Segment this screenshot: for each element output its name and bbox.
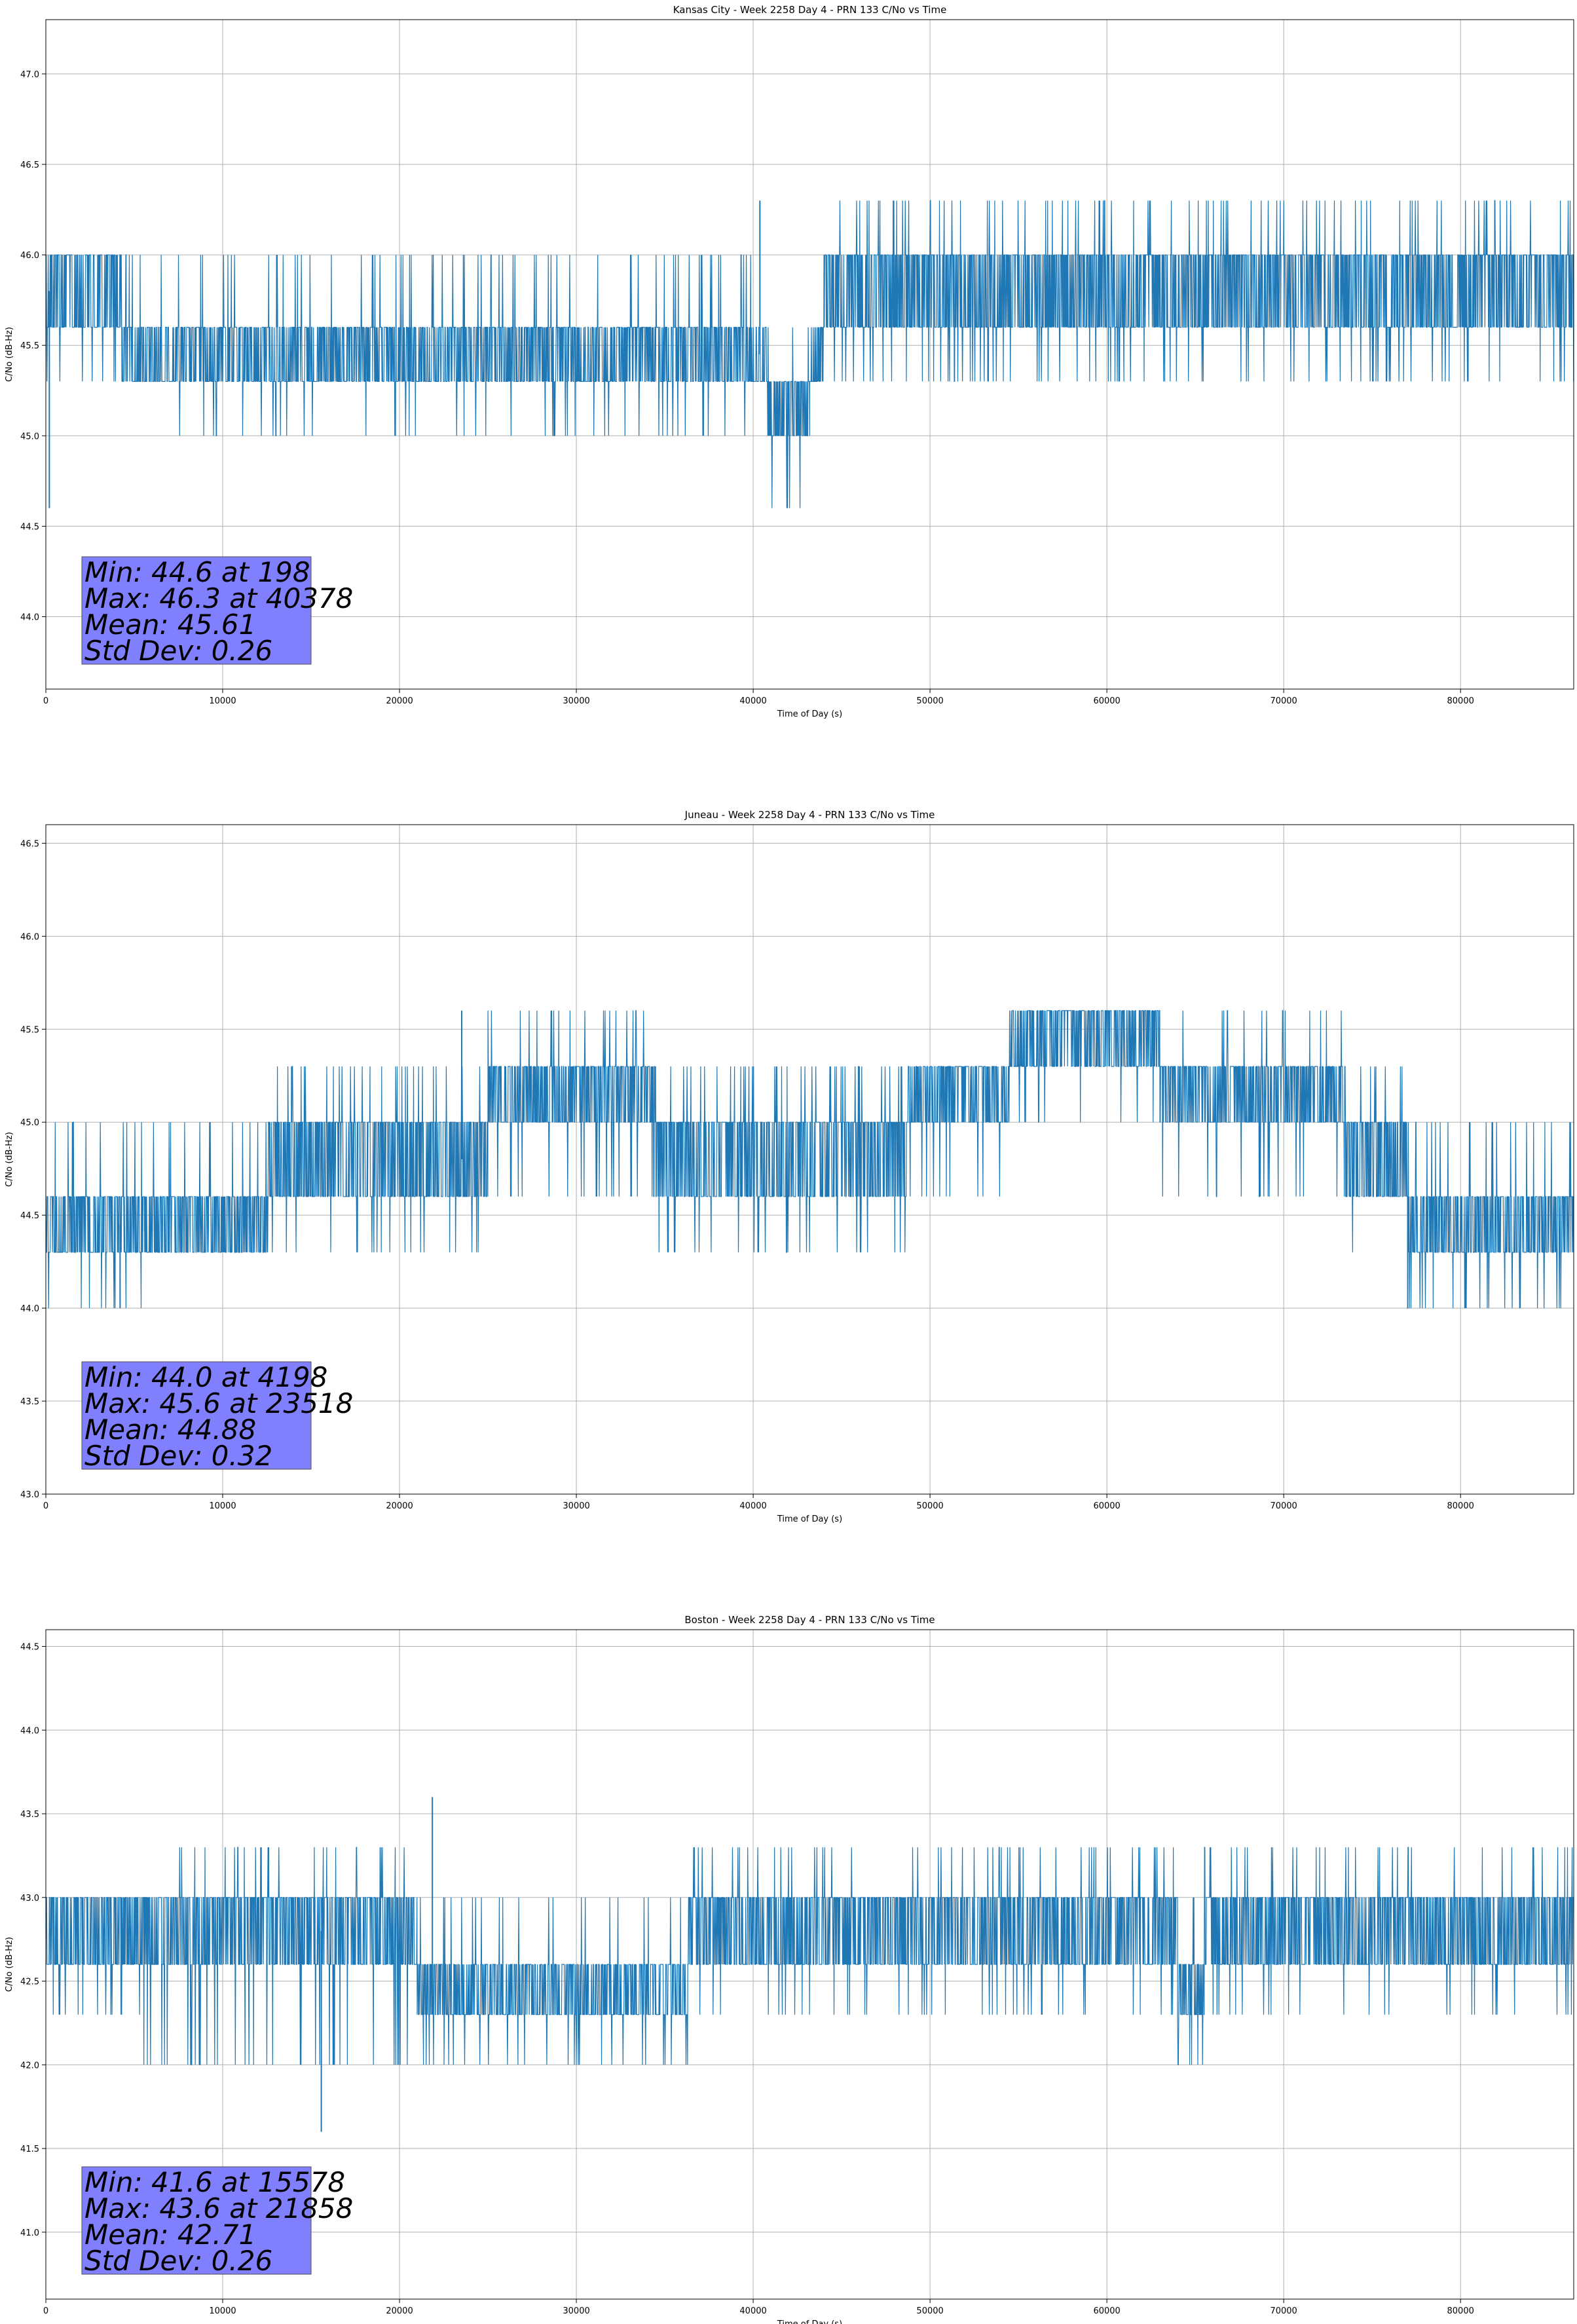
x-tick-label: 0	[43, 1501, 48, 1511]
y-tick-label: 46.0	[20, 251, 39, 261]
x-tick-label: 30000	[563, 2306, 589, 2316]
y-axis: 41.0 41.5 42.0 42.5 43.0 43.5 44.0 44.5	[20, 1643, 46, 2238]
x-tick-label: 0	[43, 2306, 48, 2316]
stats-box-background	[81, 2166, 312, 2275]
y-axis-label: C/No (dB-Hz)	[5, 1937, 14, 1992]
y-tick-label: 43.0	[20, 1894, 39, 1903]
x-axis: 0 10000 20000 30000 40000 50000 60000 70000 8000…	[43, 689, 1474, 706]
stats-line: Min: 44.0 at 4198	[84, 1361, 327, 1393]
y-tick-label: 41.0	[20, 2228, 39, 2238]
cno-series	[45, 1797, 1574, 2132]
x-axis-label: Time of Day (s)	[777, 1514, 842, 1524]
y-tick-label: 44.0	[20, 613, 39, 623]
x-tick-label: 20000	[386, 2306, 413, 2316]
y-tick-label: 44.5	[20, 522, 39, 532]
x-tick-label: 50000	[916, 2306, 943, 2316]
x-tick-label: 10000	[209, 1501, 236, 1511]
y-axis: 43.0 43.5 44.0 44.5 45.0 45.5 46.0 46.5	[20, 839, 46, 1500]
x-tick-label: 70000	[1270, 2306, 1297, 2316]
y-tick-label: 42.0	[20, 2061, 39, 2071]
axes-frame	[45, 1629, 1574, 2300]
x-tick-label: 60000	[1093, 696, 1120, 706]
x-tick-label: 60000	[1093, 1501, 1120, 1511]
y-tick-label: 44.5	[20, 1211, 39, 1221]
x-tick-label: 50000	[916, 696, 943, 706]
x-tick-label: 70000	[1270, 696, 1297, 706]
stats-line: Std Dev: 0.26	[84, 635, 272, 667]
cno-line	[45, 1846, 1574, 2065]
cno-line	[45, 200, 1574, 508]
cno-series	[45, 1010, 1574, 1309]
stats-line: Max: 46.3 at 40378	[84, 582, 353, 614]
chart-panel-1: Juneau - Week 2258 Day 4 - PRN 133 C/No …	[5, 809, 1574, 1524]
y-tick-label: 45.0	[20, 432, 39, 441]
x-tick-label: 80000	[1447, 2306, 1474, 2316]
x-tick-label: 10000	[209, 696, 236, 706]
stats-line: Min: 41.6 at 15578	[84, 2166, 345, 2198]
chart-panel-2: Boston - Week 2258 Day 4 - PRN 133 C/No …	[5, 1614, 1574, 2324]
y-tick-label: 43.5	[20, 1397, 39, 1407]
x-tick-label: 80000	[1447, 1501, 1474, 1511]
y-tick-label: 44.5	[20, 1643, 39, 1653]
x-axis: 0 10000 20000 30000 40000 50000 60000 70000 8000…	[43, 1494, 1474, 1511]
stats-box-background	[81, 1361, 312, 1470]
stats-line: Mean: 44.88	[84, 1414, 256, 1446]
y-axis-label: C/No (dB-Hz)	[5, 1132, 14, 1187]
y-tick-label: 41.5	[20, 2145, 39, 2154]
y-tick-label: 44.0	[20, 1726, 39, 1736]
y-tick-label: 46.5	[20, 839, 39, 849]
chart-title: Kansas City - Week 2258 Day 4 - PRN 133 …	[673, 4, 947, 16]
x-tick-label: 50000	[916, 1501, 943, 1511]
y-tick-label: 46.0	[20, 932, 39, 942]
x-tick-label: 0	[43, 696, 48, 706]
x-axis-label: Time of Day (s)	[777, 2319, 842, 2324]
x-tick-label: 10000	[209, 2306, 236, 2316]
x-tick-label: 80000	[1447, 696, 1474, 706]
stats-line: Max: 45.6 at 23518	[84, 1387, 353, 1419]
chart-panel-0: Kansas City - Week 2258 Day 4 - PRN 133 …	[5, 4, 1574, 719]
x-tick-label: 40000	[739, 2306, 766, 2316]
axes-frame	[45, 824, 1574, 1495]
x-tick-label: 30000	[563, 1501, 589, 1511]
stats-line: Mean: 42.71	[84, 2219, 256, 2251]
cno-series	[45, 200, 1574, 508]
chart-title: Juneau - Week 2258 Day 4 - PRN 133 C/No …	[684, 809, 935, 821]
axes-frame	[45, 19, 1574, 690]
y-tick-label: 45.5	[20, 1025, 39, 1035]
y-axis: 44.0 44.5 45.0 45.5 46.0 46.5 47.0	[20, 70, 46, 623]
y-tick-label: 45.5	[20, 341, 39, 351]
y-tick-label: 44.0	[20, 1304, 39, 1314]
x-tick-label: 40000	[739, 1501, 766, 1511]
chart-title: Boston - Week 2258 Day 4 - PRN 133 C/No …	[684, 1614, 935, 1626]
y-tick-label: 42.5	[20, 1977, 39, 1987]
stats-line: Max: 43.6 at 21858	[84, 2192, 353, 2224]
x-axis-label: Time of Day (s)	[777, 709, 842, 719]
x-tick-label: 20000	[386, 696, 413, 706]
x-tick-label: 60000	[1093, 2306, 1120, 2316]
x-axis: 0 10000 20000 30000 40000 50000 60000 70000 8000…	[43, 2299, 1474, 2316]
cno-line	[45, 1010, 1574, 1309]
x-tick-label: 40000	[739, 696, 766, 706]
y-tick-label: 45.0	[20, 1118, 39, 1128]
y-tick-label: 46.5	[20, 160, 39, 170]
stats-line: Std Dev: 0.26	[84, 2245, 272, 2277]
x-tick-label: 20000	[386, 1501, 413, 1511]
stats-line: Std Dev: 0.32	[84, 1440, 272, 1472]
x-tick-label: 30000	[563, 696, 589, 706]
stats-line: Mean: 45.61	[84, 609, 256, 641]
x-tick-label: 70000	[1270, 1501, 1297, 1511]
y-tick-label: 43.5	[20, 1810, 39, 1820]
stats-box-background	[81, 556, 312, 665]
y-tick-label: 43.0	[20, 1490, 39, 1500]
y-axis-label: C/No (dB-Hz)	[5, 327, 14, 382]
y-tick-label: 47.0	[20, 70, 39, 80]
stats-line: Min: 44.6 at 198	[84, 556, 310, 588]
